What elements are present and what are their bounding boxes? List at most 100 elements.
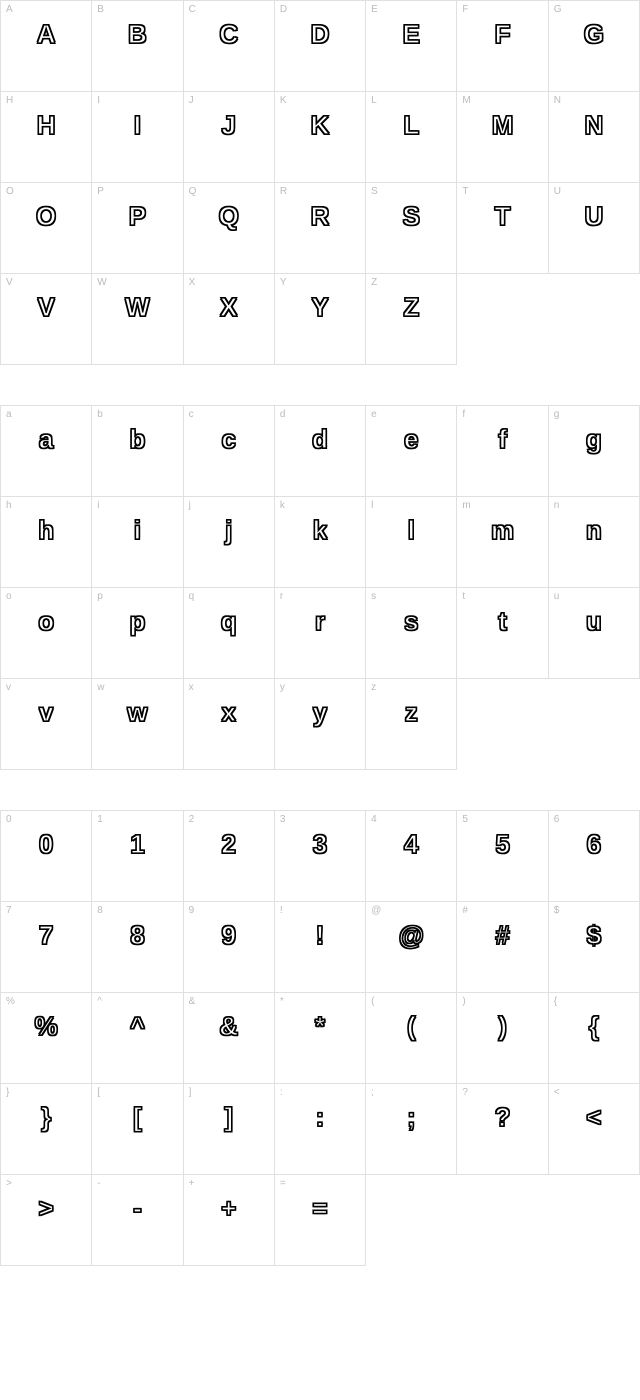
char-label: P	[97, 186, 104, 197]
char-glyph: j	[184, 515, 274, 546]
char-label: x	[189, 682, 194, 693]
char-cell: %%	[1, 993, 92, 1084]
char-cell: ^^	[92, 993, 183, 1084]
char-cell: ]]	[184, 1084, 275, 1175]
char-label: U	[554, 186, 561, 197]
empty-cell	[457, 1175, 548, 1266]
char-label: V	[6, 277, 13, 288]
empty-cell	[457, 679, 548, 770]
char-glyph: *	[275, 1011, 365, 1042]
char-label: -	[97, 1178, 100, 1189]
char-glyph: s	[366, 606, 456, 637]
char-glyph: x	[184, 697, 274, 728]
char-glyph: r	[275, 606, 365, 637]
char-cell: XX	[184, 274, 275, 365]
char-glyph: t	[457, 606, 547, 637]
char-cell: ff	[457, 406, 548, 497]
char-label: f	[462, 409, 465, 420]
char-glyph: g	[549, 424, 639, 455]
char-label: #	[462, 905, 468, 916]
char-cell: uu	[549, 588, 640, 679]
char-glyph: W	[92, 292, 182, 323]
char-cell: ::	[275, 1084, 366, 1175]
char-glyph: L	[366, 110, 456, 141]
char-label: :	[280, 1087, 283, 1098]
char-glyph: <	[549, 1102, 639, 1133]
char-cell: @@	[366, 902, 457, 993]
char-glyph: u	[549, 606, 639, 637]
char-glyph: B	[92, 19, 182, 50]
char-glyph: -	[92, 1193, 182, 1224]
char-glyph: !	[275, 920, 365, 951]
char-cell: xx	[184, 679, 275, 770]
char-label: N	[554, 95, 561, 106]
char-label: O	[6, 186, 14, 197]
char-label: X	[189, 277, 196, 288]
char-label: $	[554, 905, 560, 916]
char-cell: ==	[275, 1175, 366, 1266]
char-glyph: E	[366, 19, 456, 50]
char-glyph: N	[549, 110, 639, 141]
char-glyph: :	[275, 1102, 365, 1133]
char-cell: QQ	[184, 183, 275, 274]
char-cell: **	[275, 993, 366, 1084]
char-glyph: 5	[457, 829, 547, 860]
char-cell: YY	[275, 274, 366, 365]
char-glyph: p	[92, 606, 182, 637]
char-cell: jj	[184, 497, 275, 588]
char-cell: TT	[457, 183, 548, 274]
char-label: %	[6, 996, 15, 1007]
char-label: 8	[97, 905, 103, 916]
char-cell: zz	[366, 679, 457, 770]
char-label: b	[97, 409, 103, 420]
char-label: a	[6, 409, 12, 420]
char-label: 0	[6, 814, 12, 825]
char-label: F	[462, 4, 468, 15]
empty-cell	[549, 679, 640, 770]
char-cell: mm	[457, 497, 548, 588]
char-label: [	[97, 1087, 100, 1098]
char-label: 1	[97, 814, 103, 825]
char-glyph: @	[366, 920, 456, 951]
char-cell: WW	[92, 274, 183, 365]
char-cell: }}	[1, 1084, 92, 1175]
char-label: n	[554, 500, 560, 511]
empty-cell	[366, 1175, 457, 1266]
char-cell: ++	[184, 1175, 275, 1266]
char-label: w	[97, 682, 104, 693]
char-glyph: 8	[92, 920, 182, 951]
symbols-grid: 00112233445566778899!!@@##$$%%^^&&**(())…	[0, 810, 640, 1266]
char-glyph: 0	[1, 829, 91, 860]
char-label: S	[371, 186, 378, 197]
char-label: d	[280, 409, 286, 420]
char-glyph: &	[184, 1011, 274, 1042]
char-glyph: o	[1, 606, 91, 637]
char-glyph: J	[184, 110, 274, 141]
char-label: D	[280, 4, 287, 15]
char-label: ^	[97, 996, 102, 1007]
char-glyph: }	[1, 1102, 91, 1133]
char-glyph: v	[1, 697, 91, 728]
char-cell: JJ	[184, 92, 275, 183]
char-glyph: ;	[366, 1102, 456, 1133]
char-label: *	[280, 996, 284, 1007]
char-glyph: Y	[275, 292, 365, 323]
char-cell: kk	[275, 497, 366, 588]
char-label: j	[189, 500, 191, 511]
char-cell: MM	[457, 92, 548, 183]
char-glyph: z	[366, 697, 456, 728]
char-label: 6	[554, 814, 560, 825]
char-glyph: {	[549, 1011, 639, 1042]
char-cell: ))	[457, 993, 548, 1084]
char-glyph: w	[92, 697, 182, 728]
char-label: W	[97, 277, 106, 288]
char-label: L	[371, 95, 377, 106]
char-label: E	[371, 4, 378, 15]
char-cell: FF	[457, 1, 548, 92]
char-label: 3	[280, 814, 286, 825]
char-cell: SS	[366, 183, 457, 274]
char-glyph: P	[92, 201, 182, 232]
char-label: R	[280, 186, 287, 197]
char-glyph: +	[184, 1193, 274, 1224]
char-label: q	[189, 591, 195, 602]
